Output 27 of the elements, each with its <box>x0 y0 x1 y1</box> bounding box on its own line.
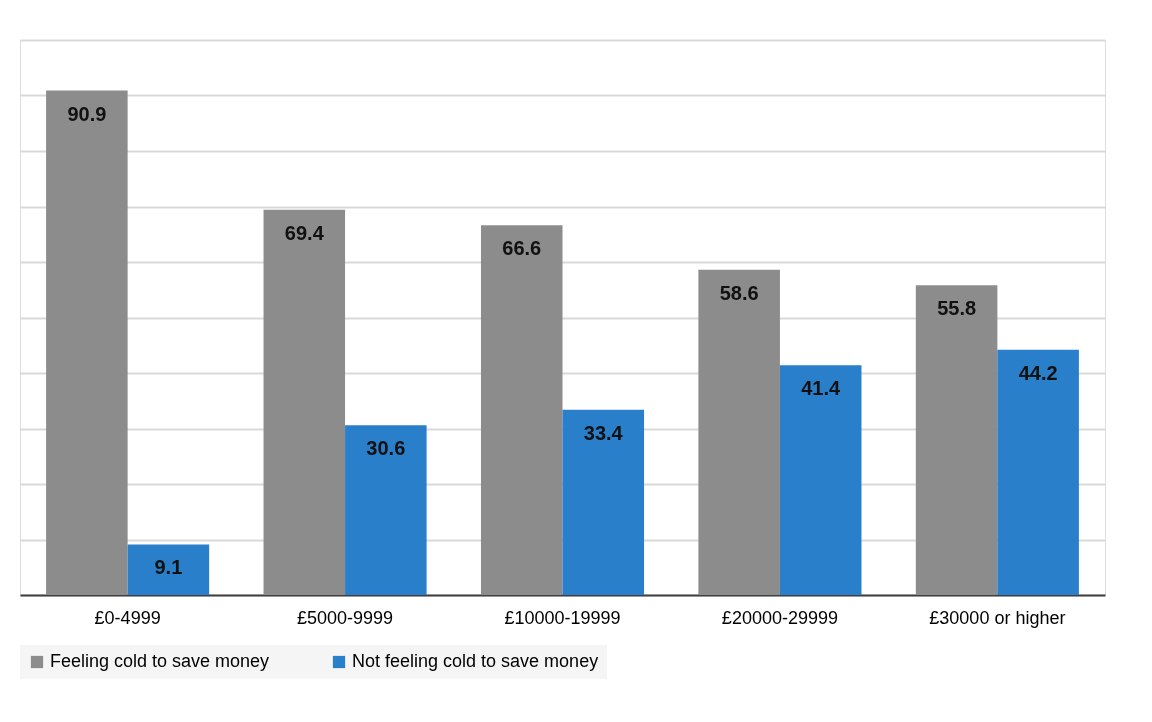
x-tick-label: £30000 or higher <box>929 607 1066 628</box>
x-tick-label: £20000-29999 <box>721 607 838 628</box>
data-label: 33.4 <box>583 421 624 444</box>
data-label: 90.9 <box>67 102 107 125</box>
bar <box>46 90 128 595</box>
bar <box>263 209 346 595</box>
x-tick-label: £5000-9999 <box>297 607 394 628</box>
bar <box>480 225 563 595</box>
x-tick-label: £0-4999 <box>94 607 161 628</box>
bar <box>127 544 210 595</box>
x-tick-label: £10000-19999 <box>504 607 621 628</box>
bar <box>915 285 998 595</box>
bar <box>562 409 645 595</box>
data-label: 9.1 <box>154 556 183 579</box>
bar <box>345 425 427 595</box>
bar <box>698 269 780 595</box>
data-label: 69.4 <box>284 221 325 244</box>
legend-label: Not feeling cold to save money <box>352 651 599 671</box>
data-label: 30.6 <box>366 437 406 460</box>
bar <box>779 365 862 595</box>
data-label: 58.6 <box>719 281 759 304</box>
data-label: 41.4 <box>801 377 842 400</box>
data-label: 55.8 <box>937 297 977 320</box>
legend-label: Feeling cold to save money <box>50 651 270 671</box>
bar <box>997 349 1079 595</box>
data-label: 44.2 <box>1018 361 1058 384</box>
data-label: 66.6 <box>502 237 542 260</box>
